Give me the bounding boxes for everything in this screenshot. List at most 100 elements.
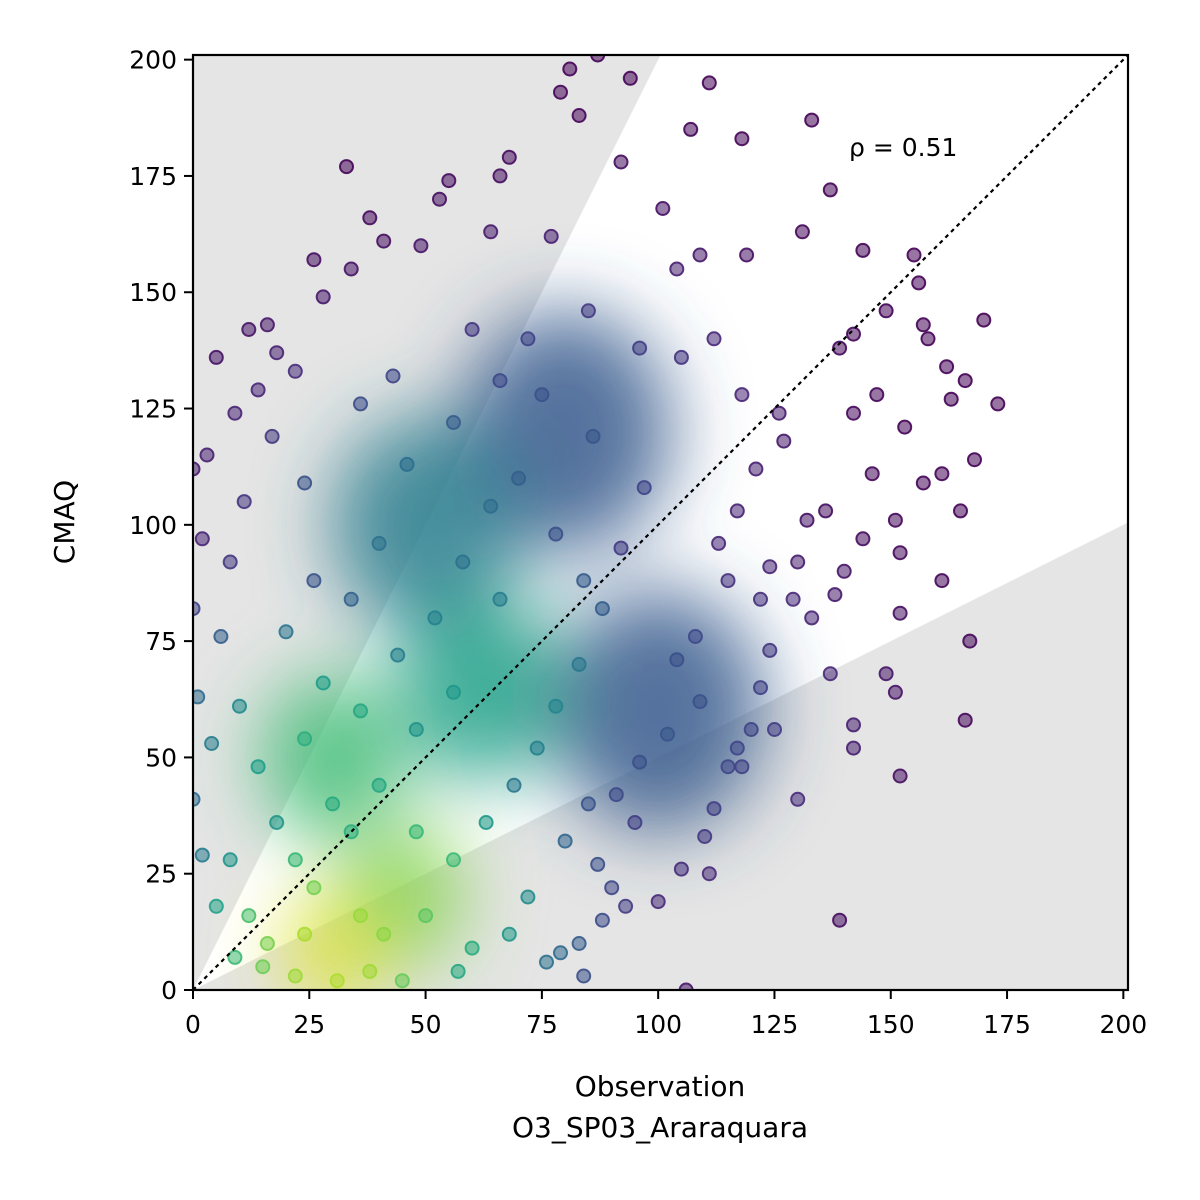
- data-point: [580, 303, 596, 319]
- data-point: [669, 652, 685, 668]
- data-point: [934, 466, 950, 482]
- data-point: [822, 666, 838, 682]
- x-tick-label: 150: [867, 1010, 915, 1039]
- data-point: [539, 954, 554, 970]
- data-point: [520, 331, 536, 347]
- data-point: [362, 963, 378, 979]
- data-point: [315, 675, 331, 691]
- data-point: [855, 531, 871, 547]
- density-blob: [282, 895, 383, 990]
- data-point: [878, 303, 894, 319]
- density-blob: [260, 674, 405, 841]
- data-point: [315, 289, 331, 305]
- data-point: [385, 368, 401, 384]
- data-point: [343, 591, 359, 607]
- data-point: [394, 973, 410, 989]
- data-point: [418, 908, 434, 924]
- y-tick-label: 25: [145, 860, 177, 889]
- x-tick-label: 200: [1099, 1010, 1147, 1039]
- data-point: [673, 861, 689, 877]
- data-point: [967, 452, 982, 468]
- data-point: [339, 159, 354, 175]
- data-point: [939, 359, 955, 375]
- data-point: [580, 796, 596, 812]
- data-point: [692, 247, 708, 263]
- data-point: [832, 340, 848, 356]
- data-point: [492, 591, 508, 607]
- data-point: [287, 968, 303, 984]
- data-point: [990, 396, 1006, 412]
- data-point: [446, 684, 461, 700]
- data-point: [520, 889, 536, 905]
- data-point: [250, 382, 266, 398]
- data-point: [794, 224, 810, 240]
- data-point: [194, 847, 210, 863]
- data-point: [227, 949, 243, 965]
- data-point: [608, 787, 624, 803]
- x-axis-ticks: 0 25 50 75 100 125 150 175 200: [185, 990, 1147, 1039]
- data-point: [557, 833, 573, 849]
- data-point: [785, 591, 801, 607]
- data-point: [864, 466, 880, 482]
- data-point: [455, 554, 471, 570]
- data-point: [692, 694, 708, 710]
- data-point: [571, 656, 587, 672]
- data-point: [957, 373, 973, 389]
- data-point: [450, 963, 466, 979]
- x-tick-label: 0: [185, 1010, 201, 1039]
- data-point: [957, 712, 973, 728]
- data-point: [222, 852, 238, 868]
- data-point: [376, 926, 392, 942]
- data-point: [622, 70, 638, 86]
- data-point: [193, 601, 201, 617]
- data-point: [655, 201, 671, 216]
- y-tick-label: 200: [129, 46, 177, 75]
- data-point: [943, 391, 959, 407]
- data-point: [855, 242, 871, 258]
- data-point: [571, 108, 587, 123]
- data-point: [464, 322, 480, 337]
- data-point: [562, 61, 578, 77]
- data-point: [259, 317, 275, 333]
- data-point: [343, 261, 359, 277]
- data-point: [892, 768, 908, 784]
- data-point: [297, 926, 313, 942]
- data-point: [650, 894, 666, 910]
- data-point: [729, 740, 745, 756]
- data-point: [734, 759, 750, 775]
- data-point: [762, 559, 778, 575]
- data-point: [748, 461, 764, 477]
- scatter-points: [193, 55, 1006, 990]
- data-point: [213, 629, 229, 644]
- data-point: [576, 573, 592, 589]
- data-point: [250, 759, 266, 775]
- data-point: [483, 224, 499, 240]
- data-point: [836, 563, 852, 579]
- data-point: [571, 936, 587, 951]
- data-point: [878, 666, 894, 682]
- data-point: [236, 494, 252, 510]
- data-point: [353, 908, 368, 924]
- data-point: [673, 349, 689, 365]
- data-point: [887, 684, 903, 700]
- data-point: [441, 173, 457, 189]
- y-tick-label: 100: [129, 511, 177, 540]
- data-point: [660, 726, 675, 742]
- data-point: [576, 968, 592, 984]
- data-point: [511, 470, 527, 486]
- data-point: [413, 238, 429, 254]
- data-point: [306, 880, 322, 896]
- data-point: [287, 363, 303, 379]
- data-point: [906, 247, 922, 263]
- data-point: [701, 866, 717, 882]
- density-blob: [552, 588, 765, 833]
- data-point: [804, 610, 820, 626]
- data-point: [585, 428, 601, 444]
- data-point: [199, 447, 215, 463]
- data-point: [492, 168, 508, 184]
- data-point: [729, 503, 745, 519]
- data-point: [297, 475, 313, 491]
- data-point: [776, 433, 792, 449]
- data-point: [739, 247, 755, 263]
